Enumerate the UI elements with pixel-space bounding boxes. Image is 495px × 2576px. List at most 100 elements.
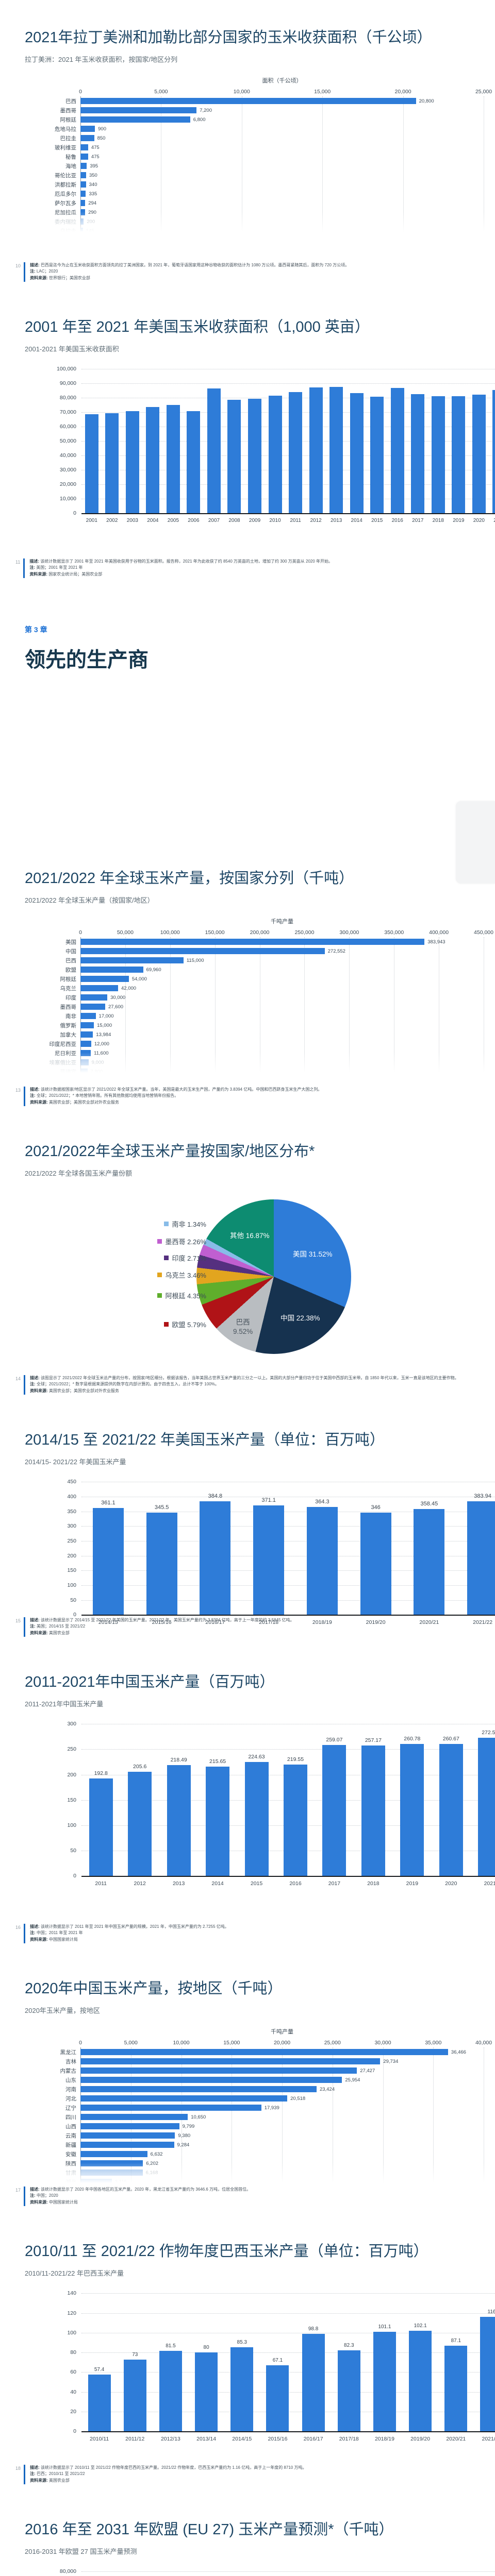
bar[interactable] xyxy=(80,2142,174,2148)
bar[interactable] xyxy=(128,1772,152,1876)
bar[interactable] xyxy=(80,2095,288,2102)
bar[interactable] xyxy=(80,218,84,225)
bar[interactable] xyxy=(80,2077,342,2083)
bar[interactable] xyxy=(80,126,95,132)
bar[interactable] xyxy=(400,1743,424,1876)
bar[interactable] xyxy=(80,976,129,982)
bar[interactable] xyxy=(80,1041,91,1047)
bar[interactable] xyxy=(80,948,325,955)
floating-widget[interactable] xyxy=(456,801,495,884)
pie[interactable] xyxy=(196,1199,351,1354)
bar[interactable] xyxy=(361,1745,385,1876)
bar[interactable] xyxy=(80,1022,94,1029)
bar[interactable] xyxy=(80,985,118,992)
bar[interactable] xyxy=(85,414,98,514)
bar[interactable] xyxy=(80,154,88,160)
bar[interactable] xyxy=(248,398,262,514)
bar[interactable] xyxy=(80,994,108,1001)
bar[interactable] xyxy=(329,387,343,514)
bar[interactable] xyxy=(306,1507,338,1615)
bar[interactable] xyxy=(80,2132,175,2139)
bar[interactable] xyxy=(200,1501,231,1615)
bar[interactable] xyxy=(80,2105,261,2111)
bar[interactable] xyxy=(195,2352,218,2432)
bar[interactable] xyxy=(80,2067,357,2074)
bar[interactable] xyxy=(80,957,184,964)
bar[interactable] xyxy=(80,2160,143,2167)
bar[interactable] xyxy=(80,967,143,973)
bar[interactable] xyxy=(350,393,364,514)
bar[interactable] xyxy=(206,1767,230,1876)
bar[interactable] xyxy=(478,1738,495,1876)
bar[interactable] xyxy=(302,2334,325,2432)
bar[interactable] xyxy=(80,2058,381,2065)
bar[interactable] xyxy=(80,135,94,142)
bar[interactable] xyxy=(414,1509,445,1615)
bar[interactable] xyxy=(411,394,425,514)
bar[interactable] xyxy=(467,1501,495,1615)
bar[interactable] xyxy=(80,939,425,945)
bar[interactable] xyxy=(80,172,86,179)
bar[interactable] xyxy=(80,2151,147,2158)
bar[interactable] xyxy=(187,411,201,514)
bar[interactable] xyxy=(444,2345,468,2432)
bar[interactable] xyxy=(390,388,404,514)
bar[interactable] xyxy=(431,396,445,514)
bar[interactable] xyxy=(80,228,83,234)
bar[interactable] xyxy=(230,2347,254,2432)
bar[interactable] xyxy=(125,411,139,514)
bar[interactable] xyxy=(146,407,160,514)
bar[interactable] xyxy=(80,1031,93,1038)
bar[interactable] xyxy=(480,2317,495,2432)
bar[interactable] xyxy=(89,1778,113,1876)
bar[interactable] xyxy=(80,181,86,188)
bar[interactable] xyxy=(337,2350,360,2432)
bar[interactable] xyxy=(80,1069,88,1075)
bar[interactable] xyxy=(360,1512,391,1615)
bar[interactable] xyxy=(266,2365,289,2432)
bar[interactable] xyxy=(80,209,86,216)
bar[interactable] xyxy=(80,1004,105,1010)
bar[interactable] xyxy=(146,1513,177,1615)
bar[interactable] xyxy=(283,1765,307,1876)
bar[interactable] xyxy=(244,1762,269,1876)
bar[interactable] xyxy=(207,388,221,514)
bar[interactable] xyxy=(123,2359,146,2432)
bar[interactable] xyxy=(472,394,486,514)
bar[interactable] xyxy=(80,1059,89,1066)
bar[interactable] xyxy=(289,392,303,514)
bar[interactable] xyxy=(373,2331,396,2432)
bar[interactable] xyxy=(80,144,88,151)
bar[interactable] xyxy=(80,2179,112,2185)
bar[interactable] xyxy=(159,2351,182,2432)
bar[interactable] xyxy=(80,1013,96,1020)
bar[interactable] xyxy=(452,396,466,514)
bar[interactable] xyxy=(439,1743,463,1876)
bar[interactable] xyxy=(167,1765,191,1876)
bar[interactable] xyxy=(80,1050,91,1057)
bar[interactable] xyxy=(88,2375,111,2432)
bar[interactable] xyxy=(80,163,87,170)
bar[interactable] xyxy=(80,200,86,207)
bar[interactable] xyxy=(409,2330,432,2432)
bar[interactable] xyxy=(80,116,190,123)
bar[interactable] xyxy=(80,2123,179,2130)
bar[interactable] xyxy=(253,1505,285,1615)
bar[interactable] xyxy=(492,390,495,514)
bar[interactable] xyxy=(227,400,241,514)
bar[interactable] xyxy=(80,191,86,197)
bar[interactable] xyxy=(80,107,197,114)
bar[interactable] xyxy=(80,98,416,105)
bar[interactable] xyxy=(370,397,384,514)
x-tick-label: 2010 xyxy=(269,518,281,524)
bar[interactable] xyxy=(309,387,323,514)
bar[interactable] xyxy=(268,396,282,514)
bar[interactable] xyxy=(80,2086,317,2093)
bar[interactable] xyxy=(80,2114,188,2121)
bar[interactable] xyxy=(322,1744,346,1876)
bar[interactable] xyxy=(80,2170,143,2176)
bar[interactable] xyxy=(80,2049,448,2056)
bar[interactable] xyxy=(105,413,119,514)
bar[interactable] xyxy=(166,404,180,514)
bar[interactable] xyxy=(92,1508,124,1615)
